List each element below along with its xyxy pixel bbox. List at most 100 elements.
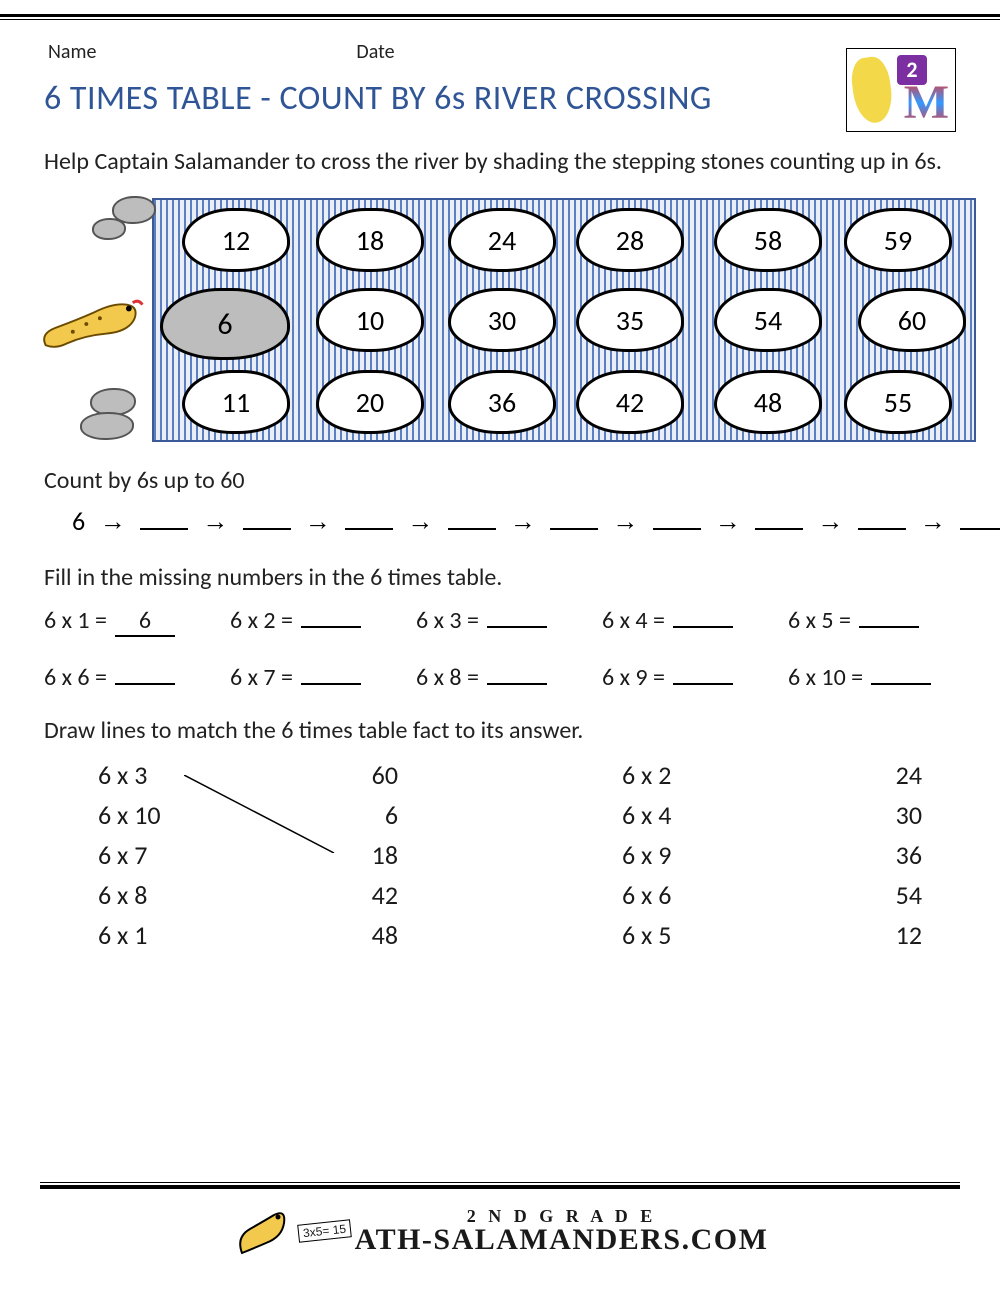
arrow-icon: → xyxy=(100,506,127,537)
count-blank xyxy=(550,508,598,530)
match-gap xyxy=(398,879,622,911)
page-title: 6 TIMES TABLE - COUNT BY 6s RIVER CROSSI… xyxy=(44,70,712,125)
footer-rule-thick xyxy=(40,1185,960,1189)
equation: 6 x 6 = xyxy=(44,663,212,692)
match-fact: 6 x 6 xyxy=(622,879,762,911)
equation-answer-blank xyxy=(859,626,919,628)
match-fact: 6 x 9 xyxy=(622,839,762,871)
match-fact: 6 x 10 xyxy=(98,799,238,831)
stepping-stone: 35 xyxy=(576,288,684,352)
stepping-stone: 55 xyxy=(844,370,952,434)
match-answer: 18 xyxy=(238,839,398,871)
stepping-stone: 30 xyxy=(448,288,556,352)
times-table-grid: 6 x 1 =66 x 2 =6 x 3 =6 x 4 =6 x 5 =6 x … xyxy=(44,606,956,692)
arrow-icon: → xyxy=(305,506,332,537)
equation-answer-blank xyxy=(115,683,175,685)
footer: 3x5= 15 2 N D G R A D E ATH-SALAMANDERS.… xyxy=(0,1182,1000,1264)
equation-lhs: 6 x 7 = xyxy=(230,663,293,692)
arrow-icon: → xyxy=(510,506,537,537)
match-fact: 6 x 5 xyxy=(622,919,762,951)
grade-badge: 2 M xyxy=(846,48,956,132)
match-fact: 6 x 7 xyxy=(98,839,238,871)
match-answer: 30 xyxy=(762,799,922,831)
match-fact: 6 x 1 xyxy=(98,919,238,951)
stepping-stone: 60 xyxy=(858,288,966,352)
stepping-stone: 10 xyxy=(316,288,424,352)
top-rule-thick xyxy=(0,14,1000,17)
equation: 6 x 1 = 6 xyxy=(44,606,212,637)
equation-answer-blank xyxy=(487,683,547,685)
stepping-stone: 36 xyxy=(448,370,556,434)
stepping-stone: 24 xyxy=(448,208,556,272)
equation-answer-blank xyxy=(301,626,361,628)
equation-lhs: 6 x 8 = xyxy=(416,663,479,692)
equation: 6 x 8 = xyxy=(416,663,584,692)
arrow-icon: → xyxy=(817,506,844,537)
match-fact: 6 x 4 xyxy=(622,799,762,831)
stepping-stone: 6 xyxy=(160,288,290,360)
stepping-stone: 18 xyxy=(316,208,424,272)
river-crossing: 12182428585961030355460112036424855 xyxy=(44,192,956,448)
match-fact: 6 x 2 xyxy=(622,759,762,791)
count-blank xyxy=(858,508,906,530)
match-gap xyxy=(398,919,622,951)
match-section: 6 x 360 6 x 224 6 x 106 6 x 430 6 x 718 6 x 9… xyxy=(44,755,956,955)
stepping-stone: 59 xyxy=(844,208,952,272)
brand: 3x5= 15 2 N D G R A D E ATH-SALAMANDERS.… xyxy=(232,1203,769,1259)
arrow-icon: → xyxy=(920,506,947,537)
bank-rock xyxy=(80,412,134,440)
footer-salamander-icon xyxy=(232,1203,292,1259)
match-fact: 6 x 3 xyxy=(98,759,238,791)
equation-lhs: 6 x 4 = xyxy=(602,606,665,635)
equation-answer-blank: 6 xyxy=(115,606,175,637)
equation: 6 x 9 = xyxy=(602,663,770,692)
equation-answer-blank xyxy=(487,626,547,628)
stepping-stone: 54 xyxy=(714,288,822,352)
count-blank xyxy=(755,508,803,530)
count-sequence: 6→→→→→→→→→ xyxy=(72,505,956,537)
match-answer: 36 xyxy=(762,839,922,871)
match-answer: 12 xyxy=(762,919,922,951)
equation-lhs: 6 x 9 = xyxy=(602,663,665,692)
bank-rock xyxy=(92,218,126,240)
count-start: 6 xyxy=(72,505,86,537)
equation: 6 x 2 = xyxy=(230,606,398,637)
arrow-icon: → xyxy=(202,506,229,537)
equation-lhs: 6 x 1 = xyxy=(44,606,107,635)
count-blank xyxy=(243,508,291,530)
fill-heading: Fill in the missing numbers in the 6 tim… xyxy=(44,563,956,592)
flashcard-icon: 3x5= 15 xyxy=(297,1219,352,1242)
stepping-stone: 42 xyxy=(576,370,684,434)
equation: 6 x 4 = xyxy=(602,606,770,637)
match-gap xyxy=(398,799,622,831)
footer-rule-thin xyxy=(40,1182,960,1183)
equation: 6 x 5 = xyxy=(788,606,956,637)
equation: 6 x 10 = xyxy=(788,663,956,692)
equation-answer-blank xyxy=(871,683,931,685)
count-heading: Count by 6s up to 60 xyxy=(44,466,956,495)
equation-answer-blank xyxy=(673,626,733,628)
equation-lhs: 6 x 10 = xyxy=(788,663,863,692)
count-blank xyxy=(345,508,393,530)
count-blank xyxy=(448,508,496,530)
footer-site: ATH-SALAMANDERS.COM xyxy=(355,1223,769,1256)
match-answer: 42 xyxy=(238,879,398,911)
match-heading: Draw lines to match the 6 times table fa… xyxy=(44,716,956,745)
stepping-stone: 28 xyxy=(576,208,684,272)
name-label: Name xyxy=(48,40,96,64)
match-answer: 54 xyxy=(762,879,922,911)
count-blank xyxy=(653,508,701,530)
equation-lhs: 6 x 5 = xyxy=(788,606,851,635)
match-answer: 48 xyxy=(238,919,398,951)
equation: 6 x 7 = xyxy=(230,663,398,692)
badge-letter: M xyxy=(904,79,949,127)
count-blank xyxy=(960,508,1000,530)
stepping-stone: 11 xyxy=(182,370,290,434)
match-answer: 6 xyxy=(238,799,398,831)
match-answer: 60 xyxy=(238,759,398,791)
stepping-stone: 48 xyxy=(714,370,822,434)
name-date-row: Name Date xyxy=(48,40,956,64)
arrow-icon: → xyxy=(407,506,434,537)
match-answer: 24 xyxy=(762,759,922,791)
arrow-icon: → xyxy=(715,506,742,537)
